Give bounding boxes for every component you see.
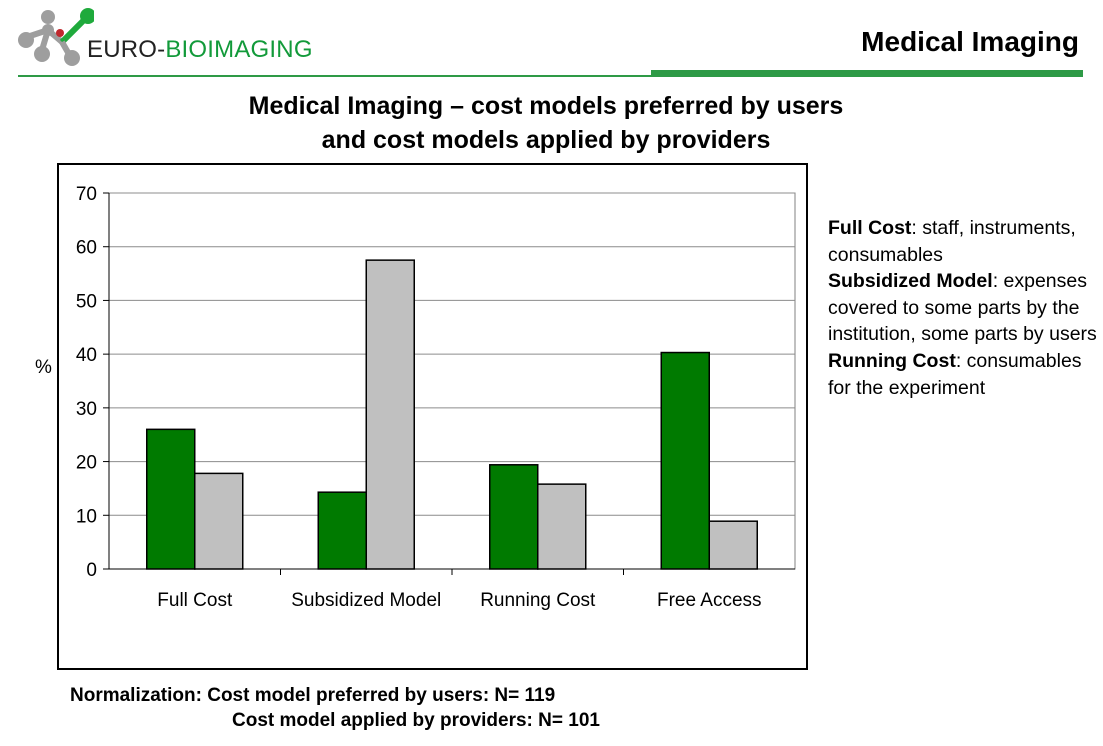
y-tick-label: 30 (76, 399, 97, 420)
bar-series-1-free-access (660, 351, 710, 570)
bar-series-1-full-cost (146, 428, 196, 570)
bar-series-1-running-cost (489, 464, 539, 570)
bar-series-2-running-cost (537, 483, 587, 570)
header-rule-accent (651, 70, 1083, 77)
bar-series-1-subsidized-model (317, 491, 367, 570)
normalization-users: Normalization: Cost model preferred by u… (70, 685, 556, 706)
definition-subsidized-model: Subsidized Model: expenses covered to so… (828, 270, 1097, 346)
y-tick-label: 10 (76, 506, 97, 527)
y-tick-label: 60 (76, 238, 97, 259)
y-tick-label: 70 (76, 184, 97, 205)
bar-series-2-full-cost (194, 472, 244, 570)
chart-title-line-2: and cost models applied by providers (321, 126, 771, 154)
definition-running-cost: Running Cost: consumables for the experi… (828, 349, 1082, 399)
chart-frame: 0 10 20 30 40 50 60 70 Full Cost Subsidized Model… (35, 163, 808, 670)
cost-model-definitions: Full Cost: staff, instruments, consumabl… (828, 215, 1098, 401)
x-tick-label: Subsidized Model (291, 590, 441, 611)
chart-title: Medical Imaging – cost models preferred … (0, 89, 1092, 157)
molecule-logo-icon (18, 8, 94, 66)
bar-series-2-free-access (708, 520, 758, 570)
x-tick-label: Running Cost (480, 590, 596, 611)
x-tick-label: Free Access (657, 590, 762, 611)
y-tick-label: 40 (76, 345, 97, 366)
normalization-note: Normalization: Cost model preferred by u… (70, 683, 600, 733)
chart-title-line-1: Medical Imaging – cost models preferred … (248, 92, 844, 120)
logo-wordmark: EURO-BIOIMAGING (87, 36, 313, 63)
x-tick-label: Full Cost (157, 590, 233, 611)
y-tick-label: 20 (76, 453, 97, 474)
normalization-providers: Cost model applied by providers: N= 101 (232, 710, 600, 731)
bar-chart: 0 10 20 30 40 50 60 70 Full Cost Subsidized Model… (35, 184, 796, 611)
header-rule (18, 75, 1083, 77)
definition-full-cost: Full Cost: staff, instruments, consumabl… (828, 217, 1076, 266)
section-title: Medical Imaging (861, 26, 1079, 57)
euro-bioimaging-logo: EURO-BIOIMAGING (14, 6, 354, 68)
bar-series-2-subsidized-model (365, 259, 415, 570)
y-axis-label: % (35, 357, 52, 378)
y-tick-label: 50 (76, 291, 97, 312)
y-tick-label: 0 (86, 560, 97, 581)
